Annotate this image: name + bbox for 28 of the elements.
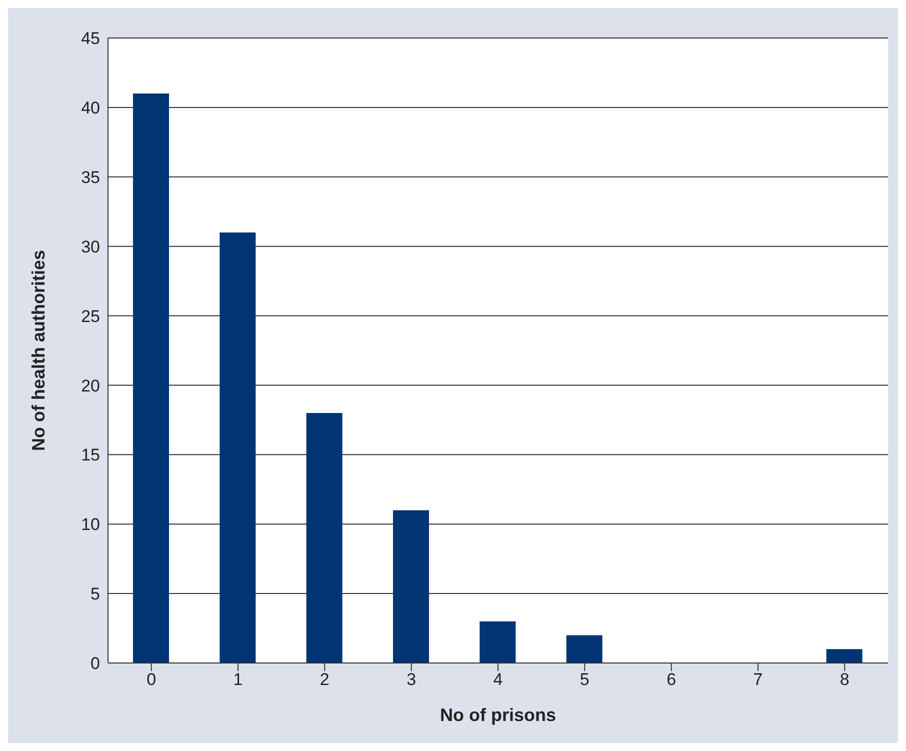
x-tick-label: 1 [233, 670, 243, 690]
bar [480, 621, 516, 663]
x-tick-label: 3 [406, 670, 416, 690]
x-tick-label: 4 [493, 670, 503, 690]
y-tick-label: 0 [90, 654, 100, 674]
y-tick-label: 15 [81, 446, 100, 465]
bar [133, 94, 169, 663]
y-tick-label: 5 [90, 584, 100, 604]
x-tick-label: 6 [666, 670, 676, 690]
y-tick-label: 45 [81, 29, 100, 48]
bar [306, 413, 342, 663]
bar [566, 635, 602, 663]
bar [393, 510, 429, 663]
x-tick-label: 5 [580, 670, 590, 690]
y-tick-label: 25 [81, 306, 100, 326]
x-axis-title: No of prisons [440, 705, 556, 725]
bar [220, 232, 256, 663]
y-tick-label: 20 [81, 376, 100, 396]
bar [826, 649, 862, 663]
y-axis-title: No of health authorities [28, 250, 48, 452]
y-tick-label: 30 [81, 237, 100, 256]
x-tick-label: 0 [146, 670, 156, 690]
x-tick-label: 8 [840, 670, 850, 690]
y-tick-label: 40 [81, 98, 100, 118]
y-tick-label: 35 [81, 168, 100, 187]
x-tick-label: 2 [320, 670, 330, 690]
y-tick-label: 10 [81, 515, 100, 534]
x-tick-label: 7 [753, 670, 763, 690]
